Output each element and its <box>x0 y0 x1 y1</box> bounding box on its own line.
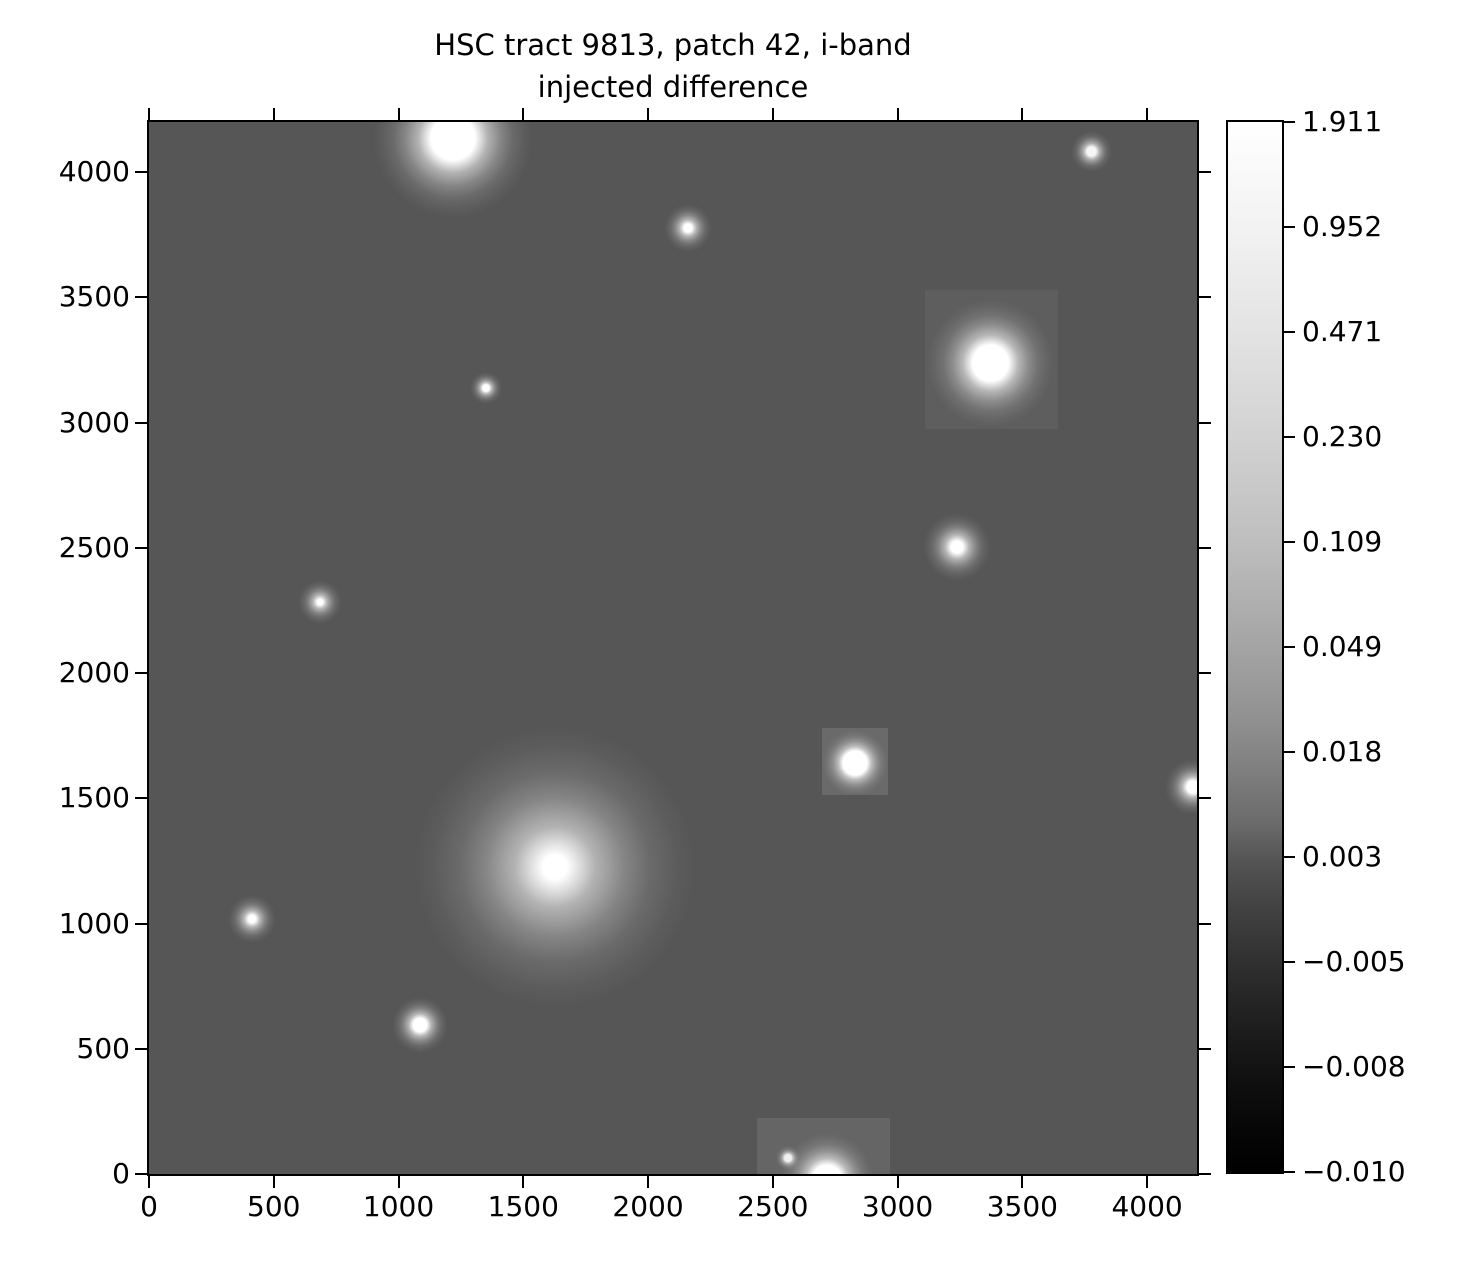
y-tick-left <box>135 546 147 549</box>
x-tick-label: 500 <box>247 1190 301 1223</box>
colorbar-tick <box>1284 541 1295 543</box>
colorbar-tick <box>1284 331 1295 333</box>
x-tick-top <box>896 108 899 120</box>
source-blob <box>1070 130 1112 172</box>
source-blob <box>392 997 448 1053</box>
x-tick-bottom <box>272 1176 275 1188</box>
difference-image <box>149 122 1197 1174</box>
x-tick-label: 0 <box>140 1190 158 1223</box>
y-tick-right <box>1199 1173 1211 1175</box>
colorbar-tick-label: 0.952 <box>1302 210 1383 243</box>
colorbar <box>1226 120 1284 1174</box>
colorbar-tick <box>1284 1066 1295 1068</box>
x-tick-label: 1500 <box>487 1190 559 1223</box>
y-tick-label: 3000 <box>58 405 130 439</box>
y-tick-left <box>135 797 147 800</box>
x-tick-bottom <box>1146 1176 1149 1188</box>
x-tick-top <box>647 108 650 120</box>
y-tick-right <box>1199 171 1211 174</box>
source-blob <box>822 730 889 795</box>
x-tick-top <box>148 108 150 120</box>
x-tick-bottom <box>896 1176 899 1188</box>
source-blob <box>776 1145 800 1170</box>
y-tick-right <box>1199 421 1211 424</box>
x-tick-top <box>522 108 525 120</box>
source-blob <box>1165 759 1197 815</box>
colorbar-tick-label: 0.230 <box>1302 420 1383 453</box>
source-blob <box>470 372 503 404</box>
source-blob <box>415 727 695 1007</box>
x-tick-label: 3500 <box>986 1190 1058 1223</box>
source-blob <box>926 299 1054 427</box>
y-tick-label: 2500 <box>58 530 130 564</box>
plot-title-line1: HSC tract 9813, patch 42, i-band <box>434 28 912 62</box>
colorbar-tick <box>1284 121 1295 123</box>
colorbar-tick-label: 0.471 <box>1302 315 1383 348</box>
colorbar-tick-label: 0.109 <box>1302 525 1383 558</box>
y-tick-left <box>135 171 147 174</box>
x-tick-top <box>397 108 400 120</box>
x-tick-bottom <box>647 1176 650 1188</box>
y-tick-label: 1500 <box>58 781 130 815</box>
colorbar-tick-label: 0.049 <box>1302 630 1383 663</box>
colorbar-tick-label: 0.003 <box>1302 840 1383 873</box>
colorbar-tick <box>1284 961 1295 963</box>
y-tick-right <box>1199 922 1211 925</box>
y-tick-label: 4000 <box>58 155 130 189</box>
colorbar-tick-label: 1.911 <box>1302 105 1383 138</box>
y-tick-left <box>135 421 147 424</box>
injection-box <box>925 290 1058 430</box>
x-tick-top <box>771 108 774 120</box>
colorbar-tick <box>1284 226 1295 228</box>
x-tick-top <box>272 108 275 120</box>
y-tick-label: 500 <box>76 1031 130 1065</box>
x-tick-label: 1000 <box>362 1190 435 1223</box>
source-blob <box>297 579 342 624</box>
x-tick-top <box>1021 108 1024 120</box>
x-tick-bottom <box>522 1176 525 1188</box>
injection-box <box>821 728 889 795</box>
x-tick-bottom <box>397 1176 400 1188</box>
x-tick-label: 2000 <box>612 1190 684 1223</box>
source-blob <box>664 203 712 252</box>
colorbar-tick <box>1284 856 1295 858</box>
x-tick-bottom <box>148 1176 150 1188</box>
y-tick-right <box>1199 296 1211 299</box>
y-tick-label: 0 <box>112 1157 130 1190</box>
colorbar-tick <box>1284 646 1295 648</box>
y-tick-left <box>135 672 147 675</box>
y-tick-left <box>135 1173 147 1175</box>
y-tick-label: 1000 <box>58 906 130 940</box>
x-tick-label: 3000 <box>861 1190 934 1223</box>
source-blob <box>923 513 991 581</box>
colorbar-tick <box>1284 436 1295 438</box>
y-tick-left <box>135 1047 147 1050</box>
y-tick-left <box>135 922 147 925</box>
x-tick-bottom <box>1021 1176 1024 1188</box>
colorbar-tick-label: −0.010 <box>1302 1155 1406 1188</box>
y-tick-right <box>1199 797 1211 800</box>
source-blob <box>228 895 276 943</box>
source-blob <box>373 122 533 218</box>
y-tick-left <box>135 296 147 299</box>
y-tick-label: 3500 <box>58 280 130 314</box>
colorbar-tick-label: −0.005 <box>1302 945 1406 978</box>
x-tick-label: 2500 <box>737 1190 809 1223</box>
plot-title-line2: injected difference <box>537 70 809 104</box>
colorbar-tick-label: −0.008 <box>1302 1050 1406 1083</box>
y-tick-right <box>1199 546 1211 549</box>
y-tick-label: 2000 <box>58 656 130 690</box>
x-tick-bottom <box>771 1176 774 1188</box>
y-tick-right <box>1199 1047 1211 1050</box>
x-tick-top <box>1146 108 1149 120</box>
x-tick-label: 4000 <box>1111 1190 1183 1223</box>
y-tick-right <box>1199 672 1211 675</box>
colorbar-tick-label: 0.018 <box>1302 735 1383 768</box>
colorbar-tick <box>1284 1171 1295 1173</box>
colorbar-tick <box>1284 751 1295 753</box>
